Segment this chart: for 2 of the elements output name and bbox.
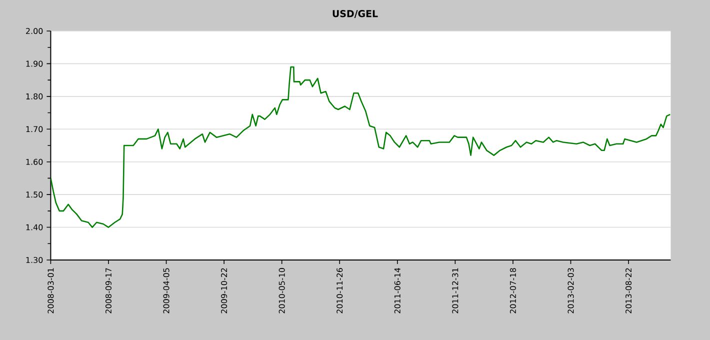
chart-title: USD/GEL bbox=[332, 10, 378, 18]
line-series bbox=[50, 66, 671, 228]
